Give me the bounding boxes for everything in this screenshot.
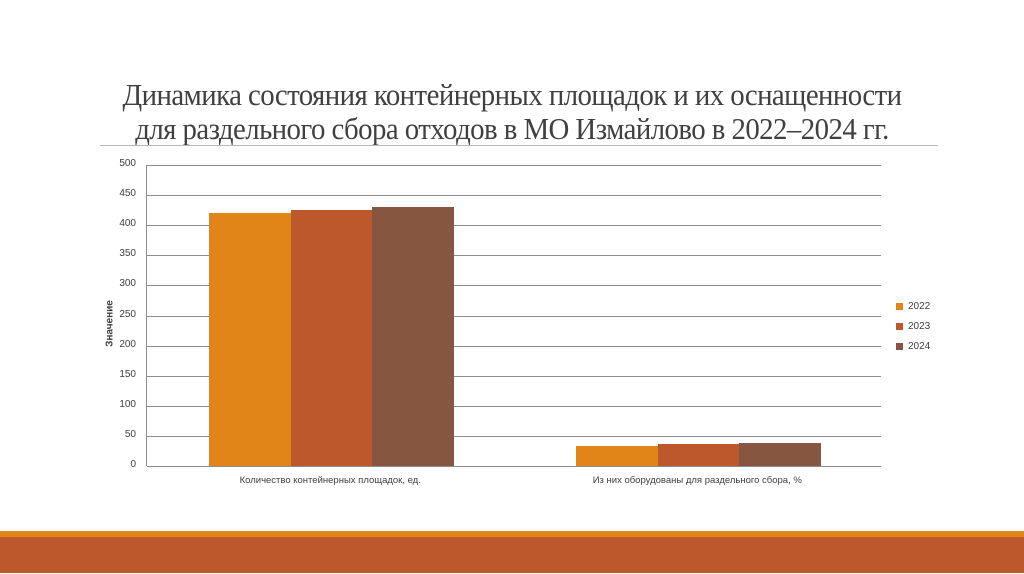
gridline — [147, 195, 881, 197]
y-tick-label: 300 — [119, 278, 136, 290]
y-axis-label: Значение — [104, 300, 116, 347]
slide-title-line2: для раздельного сбора отходов в МО Измай… — [135, 111, 889, 146]
y-tick-label: 100 — [119, 398, 136, 410]
gridline — [147, 255, 881, 257]
bar-2022 — [576, 446, 658, 466]
bar-2024 — [739, 442, 821, 466]
bar-2024 — [372, 207, 454, 466]
gridline — [147, 375, 881, 377]
legend-item: 2022 — [896, 296, 930, 316]
bar-2023 — [657, 444, 739, 466]
y-tick-label: 450 — [119, 188, 136, 200]
y-tick-label: 200 — [119, 338, 136, 350]
title-divider — [100, 145, 938, 146]
footer-band-red — [0, 537, 1024, 573]
y-tick-label: 500 — [119, 158, 136, 169]
legend-label: 2024 — [908, 340, 931, 352]
gridline — [147, 225, 881, 227]
legend-item: 2023 — [896, 316, 930, 336]
gridline — [147, 435, 881, 437]
y-tick-label: 250 — [119, 308, 136, 320]
y-tick-label: 50 — [124, 428, 136, 440]
gridline — [147, 345, 881, 347]
legend-item: 2024 — [896, 336, 930, 356]
x-category-label: Из них оборудованы для раздельного сбора… — [592, 475, 802, 486]
footer-stripe-orange — [0, 531, 1024, 537]
plot-area — [146, 165, 881, 467]
chart-legend: 2022 2023 2024 — [896, 296, 930, 356]
bar-2023 — [290, 210, 372, 466]
y-tick-label: 400 — [119, 218, 136, 230]
gridline — [147, 165, 881, 166]
legend-label: 2023 — [908, 320, 931, 332]
bar-2022 — [209, 213, 291, 466]
y-tick-label: 150 — [119, 368, 136, 380]
gridline — [147, 285, 881, 287]
legend-swatch-icon — [896, 302, 903, 310]
y-tick-label: 350 — [119, 248, 136, 260]
gridline — [147, 315, 881, 317]
slide-title-line1: Динамика состояния контейнерных площадок… — [122, 77, 902, 112]
x-category-label: Количество контейнерных площадок, ед. — [239, 475, 421, 486]
gridline — [147, 466, 881, 467]
y-tick-label: 0 — [130, 459, 136, 470]
gridline — [147, 405, 881, 407]
legend-swatch-icon — [896, 322, 903, 330]
slide-title: Динамика состояния контейнерных площадок… — [36, 78, 988, 146]
legend-label: 2022 — [908, 300, 931, 312]
legend-swatch-icon — [896, 342, 903, 350]
